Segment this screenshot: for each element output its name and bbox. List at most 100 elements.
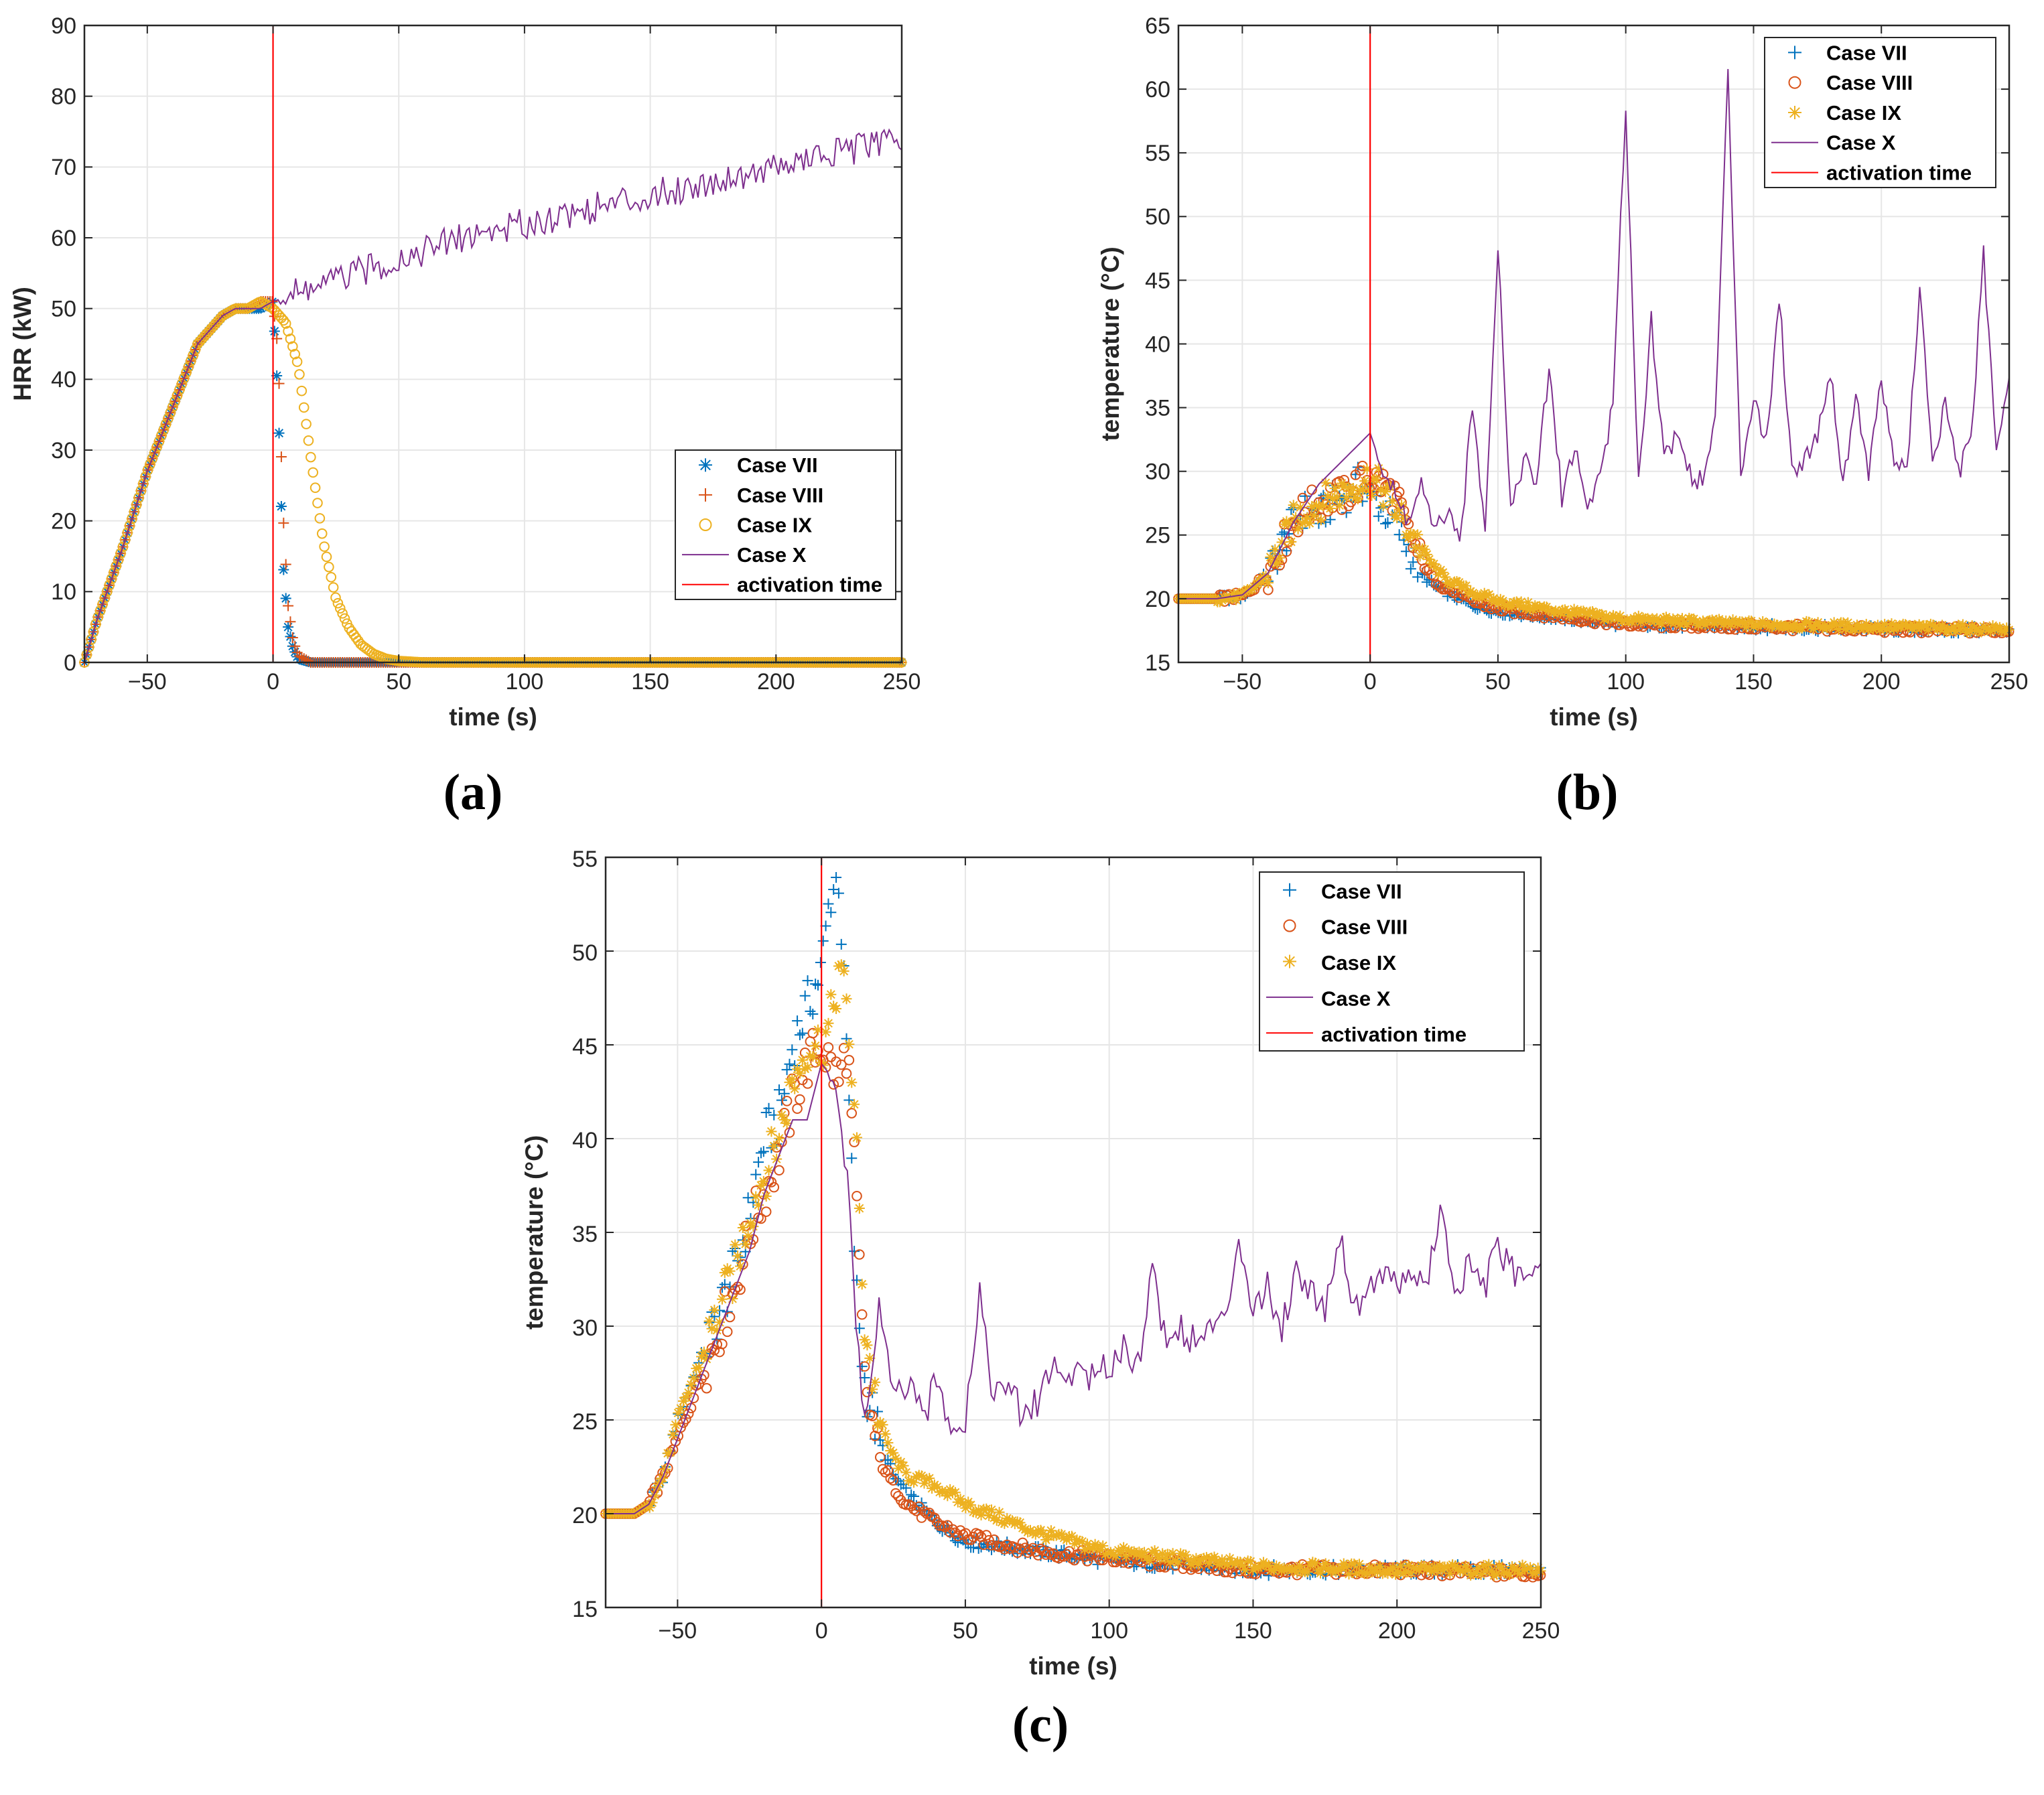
x-axis-label: time (s) [1029, 1652, 1117, 1680]
data-point [1371, 474, 1382, 485]
data-point [1331, 492, 1343, 503]
data-point [273, 378, 285, 389]
x-tick-label: 200 [757, 669, 795, 695]
data-point [165, 407, 176, 419]
data-point [1324, 502, 1336, 514]
data-point [703, 1315, 715, 1327]
data-point [849, 1098, 860, 1110]
data-point [854, 1203, 865, 1214]
data-point [787, 1074, 798, 1085]
data-point [319, 541, 330, 552]
data-point [851, 1132, 862, 1143]
legend-marker-icon [699, 518, 712, 531]
data-point [877, 1419, 888, 1431]
data-point [1343, 1569, 1355, 1580]
data-point [810, 1040, 821, 1052]
data-point [1144, 1555, 1155, 1566]
data-point [1329, 483, 1341, 494]
data-point [278, 315, 289, 326]
legend-marker-icon [1788, 106, 1801, 119]
x-tick-label: 100 [1607, 669, 1645, 695]
legend-item: Case VIII [699, 484, 823, 507]
y-tick-label: 20 [572, 1503, 598, 1528]
y-tick-label: 50 [1145, 204, 1170, 230]
x-tick-label: 150 [631, 669, 669, 695]
data-point [176, 378, 188, 390]
data-point [994, 1506, 1005, 1518]
legend-a: Case VII Case VIII Case IX Case X activation… [675, 449, 896, 600]
data-point [1380, 518, 1391, 529]
data-point [298, 402, 310, 413]
data-point [324, 561, 334, 573]
x-tick-label: 150 [1234, 1618, 1272, 1644]
series-line [84, 128, 902, 663]
data-point [675, 1403, 687, 1414]
y-tick-label: 40 [1145, 332, 1170, 357]
data-point [301, 654, 312, 666]
x-tick-label: 150 [1734, 669, 1773, 695]
y-tick-label: 55 [1145, 141, 1170, 166]
chart-b: −50 0 50 100 150 200 250 15 20 25 30 35 40 45 50 55 60 65… [1097, 13, 2028, 820]
data-point [730, 1239, 741, 1250]
y-tick-label: 30 [572, 1315, 598, 1341]
data-point [330, 592, 341, 603]
data-point [88, 626, 99, 638]
x-tick-label: 50 [1485, 669, 1511, 695]
data-point [1281, 546, 1292, 557]
legend-label: Case X [1321, 987, 1391, 1011]
y-axis-label: temperature (°C) [1097, 246, 1124, 441]
x-tick-label: 0 [267, 669, 279, 695]
data-point [280, 593, 291, 604]
data-point [334, 603, 346, 614]
y-tick-label: 65 [1145, 13, 1170, 39]
data-point [301, 419, 312, 429]
data-point [924, 1473, 935, 1484]
data-point [285, 334, 296, 344]
x-tick-label: −50 [659, 1618, 697, 1644]
data-point [1353, 1559, 1365, 1570]
data-point [1366, 490, 1377, 501]
y-tick-label: 35 [572, 1222, 598, 1247]
data-point [709, 1304, 720, 1315]
data-point [740, 1238, 751, 1250]
data-point [1320, 477, 1331, 488]
data-point [1373, 510, 1384, 522]
data-point [275, 451, 287, 463]
x-tick-label: 250 [883, 669, 921, 695]
data-point [283, 622, 294, 633]
data-point [670, 1419, 681, 1431]
y-tick-label: 50 [51, 297, 76, 322]
data-point [841, 993, 852, 1005]
data-point [86, 634, 96, 645]
data-point [160, 419, 172, 430]
legend-label: Case X [1826, 131, 1896, 155]
data-point [1405, 563, 1416, 575]
legend-label: Case VIII [737, 484, 823, 507]
chart-a: −50 0 50 100 150 200 250 0 10 20 30 40 50 60 70 80 90 tim… [9, 13, 921, 820]
x-tick-label: 50 [386, 669, 411, 695]
legend-label: Case VII [1826, 41, 1907, 64]
data-point [716, 1293, 728, 1305]
data-point [1412, 529, 1424, 541]
data-point [296, 652, 308, 663]
axes-frame-a [83, 24, 903, 664]
data-point [693, 1362, 705, 1373]
data-point [285, 616, 296, 628]
data-point [289, 640, 301, 652]
data-point [1382, 517, 1393, 528]
data-point [1419, 563, 1430, 574]
y-tick-label: 90 [51, 13, 76, 39]
data-point [283, 326, 293, 337]
data-point [81, 649, 92, 660]
data-point [750, 1191, 762, 1202]
y-tick-label: 10 [51, 579, 76, 605]
data-point [312, 498, 323, 508]
data-point [289, 348, 300, 360]
y-tick-label: 15 [572, 1597, 598, 1622]
data-point [106, 573, 117, 585]
data-point [1421, 577, 1432, 588]
legend-label: Case VII [737, 453, 818, 477]
data-point [122, 527, 133, 538]
panel-label: (c) [1012, 1697, 1069, 1753]
data-point [1377, 500, 1389, 512]
